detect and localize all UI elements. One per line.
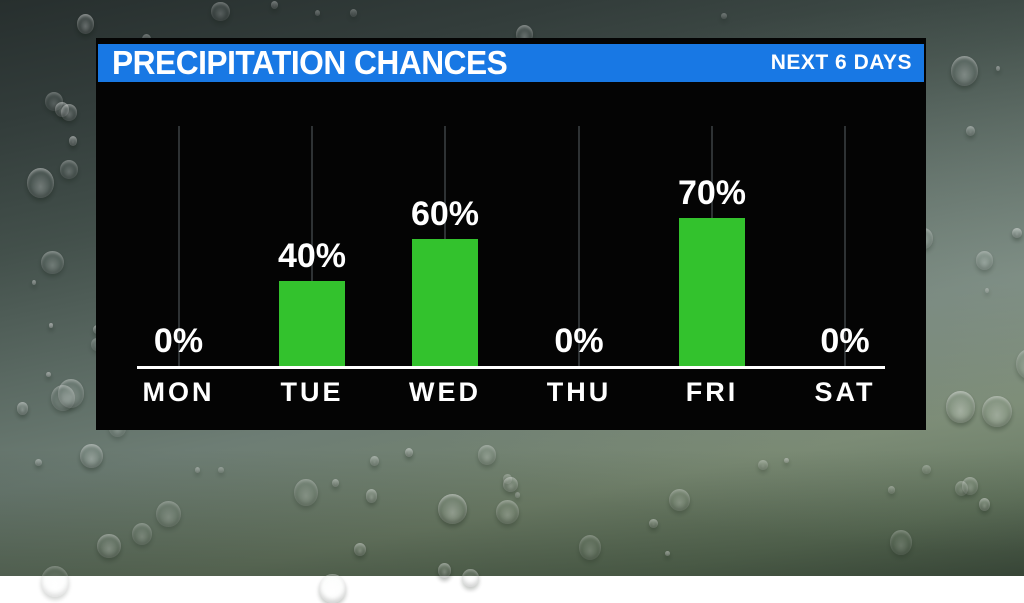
rain-droplet: [515, 492, 521, 498]
precip-bar-wed: [412, 239, 478, 366]
rain-droplet: [60, 104, 78, 122]
rain-droplet: [57, 379, 85, 408]
rain-droplet: [462, 569, 480, 588]
chart-baseline: [137, 366, 885, 369]
rain-droplet: [950, 55, 979, 87]
rain-droplet: [784, 457, 789, 464]
rain-droplet: [966, 126, 976, 137]
value-label-wed: 60%: [410, 195, 480, 233]
rain-droplet: [758, 460, 768, 471]
gridline-sat: [844, 126, 846, 366]
rain-droplet: [945, 390, 976, 423]
chart-title: PRECIPITATION CHANCES: [112, 44, 508, 81]
rain-droplet: [665, 550, 670, 556]
rain-droplet: [79, 443, 103, 469]
rain-droplet: [46, 372, 51, 378]
rain-droplet: [60, 160, 79, 179]
rain-droplet: [54, 101, 70, 117]
day-label-mon: MON: [142, 377, 215, 407]
rain-droplet: [985, 288, 990, 293]
rain-droplet: [77, 14, 95, 34]
rain-droplet: [51, 384, 76, 411]
rain-droplet: [502, 476, 518, 493]
rain-droplet: [649, 518, 659, 529]
rain-droplet: [31, 279, 36, 285]
rain-droplet: [194, 466, 200, 473]
rain-droplet: [578, 534, 602, 560]
rain-droplet: [218, 466, 224, 473]
day-label-wed: WED: [409, 377, 481, 407]
rain-droplet: [669, 488, 691, 512]
rain-droplet: [721, 12, 727, 19]
timeframe-badge: NEXT 6 DAYS: [770, 51, 912, 74]
rain-droplet: [502, 473, 513, 484]
rain-droplet: [975, 251, 994, 270]
rain-droplet: [405, 447, 413, 457]
rain-droplet: [26, 168, 54, 199]
rain-droplet: [979, 498, 991, 512]
day-label-sat: SAT: [814, 377, 876, 407]
rain-droplet: [210, 1, 230, 22]
precip-bar-tue: [279, 281, 345, 366]
rain-droplet: [437, 563, 452, 579]
rain-droplet: [890, 530, 912, 555]
rain-droplet: [270, 1, 278, 10]
gridline-thu: [578, 126, 580, 366]
rain-droplet: [349, 9, 358, 18]
value-label-sat: 0%: [820, 322, 870, 360]
rain-droplet: [331, 478, 339, 488]
rain-droplet: [954, 481, 968, 497]
rain-droplet: [44, 91, 63, 112]
rain-droplet: [131, 522, 152, 546]
rain-droplet: [97, 534, 121, 559]
day-label-thu: THU: [546, 377, 612, 407]
rain-droplet: [437, 493, 468, 525]
rain-droplet: [922, 464, 932, 475]
rain-droplet: [354, 542, 367, 557]
day-label-fri: FRI: [685, 377, 739, 407]
rain-droplet: [1015, 349, 1024, 380]
value-label-tue: 40%: [277, 237, 347, 275]
rain-droplet: [293, 479, 318, 507]
rain-droplet: [981, 395, 1012, 427]
day-label-tue: TUE: [280, 377, 344, 407]
gridline-tue: [311, 126, 313, 366]
rain-droplet: [995, 65, 1001, 71]
rain-droplet: [962, 477, 979, 495]
rain-droplet: [495, 499, 520, 525]
rain-droplet: [370, 455, 379, 466]
rain-droplet: [155, 501, 181, 528]
rain-droplet: [68, 136, 78, 147]
value-label-fri: 70%: [677, 174, 747, 212]
value-label-mon: 0%: [153, 322, 204, 360]
rain-droplet: [887, 486, 895, 494]
weather-graphic-panel: 0% MON 40% TUE 60% WED 0% THU 70% FRI 0% SAT PRECIP…: [96, 38, 926, 430]
rain-droplet: [49, 323, 54, 328]
rain-droplet: [35, 459, 42, 467]
rain-droplet: [319, 573, 346, 603]
precip-bar-fri: [679, 218, 745, 366]
header-bar: PRECIPITATION CHANCES NEXT 6 DAYS: [98, 44, 924, 82]
rain-droplet: [1012, 227, 1022, 238]
chart-area: 0% MON 40% TUE 60% WED 0% THU 70% FRI 0% SAT: [96, 38, 926, 430]
rain-droplet: [315, 10, 321, 16]
rain-droplet: [41, 250, 64, 274]
rain-droplet: [365, 489, 378, 503]
value-label-thu: 0%: [554, 322, 604, 360]
gridline-mon: [177, 126, 180, 366]
rain-droplet: [17, 402, 28, 415]
rain-droplet: [41, 566, 70, 598]
rain-droplet: [477, 445, 497, 465]
